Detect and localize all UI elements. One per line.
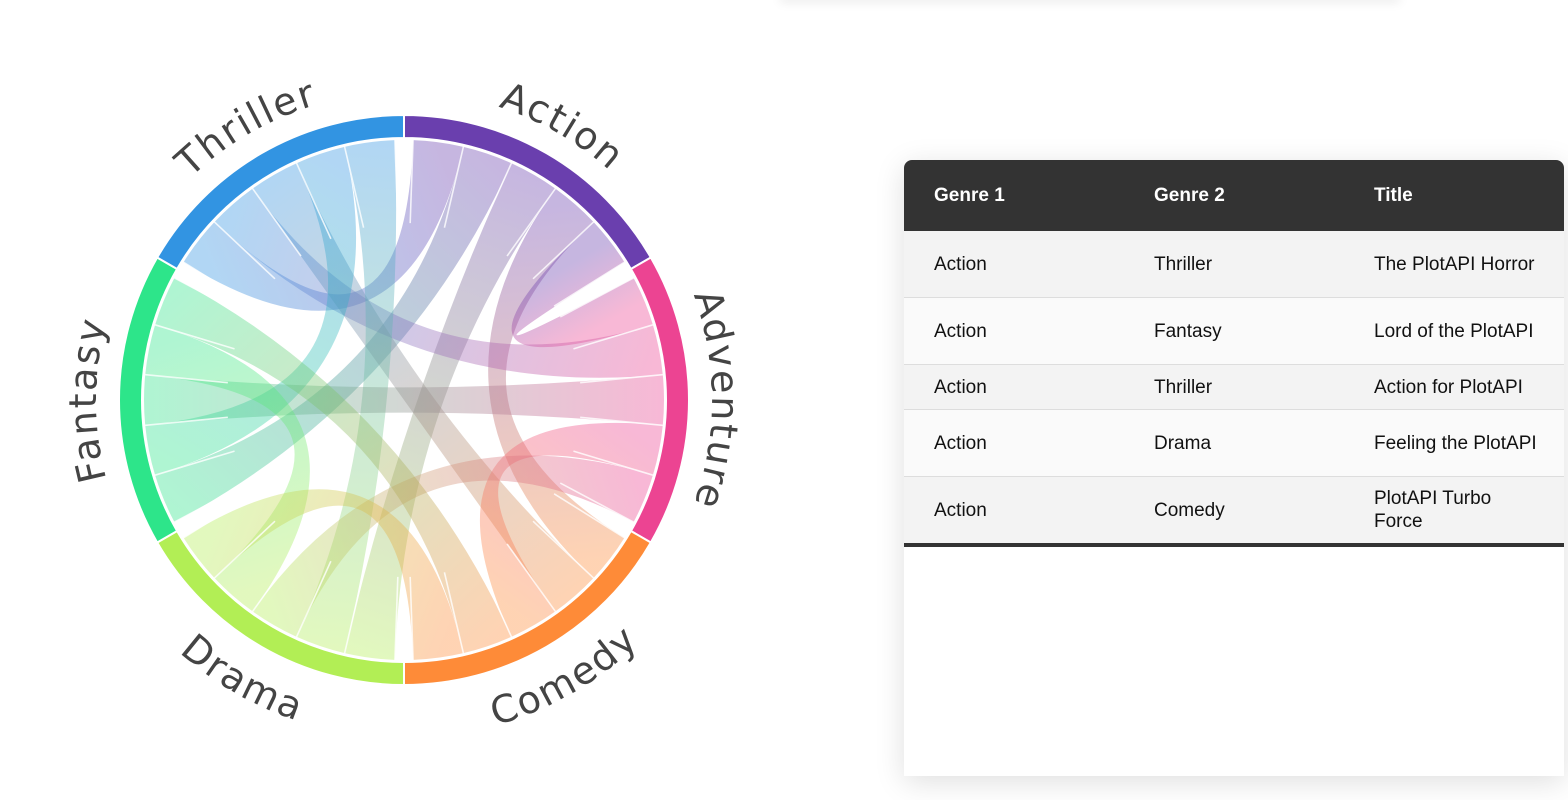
column-header-title[interactable]: Title <box>1344 160 1564 231</box>
ribbon-separator <box>182 493 255 539</box>
chord-ribbon-adventure-comedy[interactable] <box>479 422 663 637</box>
ribbon-separator <box>476 161 513 240</box>
cell-genre-2: Drama <box>1124 409 1344 477</box>
ribbon-separator <box>394 576 399 661</box>
ribbon-separator <box>144 416 228 427</box>
cell-genre-2: Thriller <box>1124 364 1344 410</box>
chord-ribbon-thriller-adventure[interactable] <box>214 188 663 378</box>
cell-genre-1: Action <box>904 231 1124 298</box>
chord-ribbon-adventure-drama[interactable] <box>252 455 653 637</box>
ribbon-separator <box>409 576 414 661</box>
ribbon-separator <box>173 482 249 524</box>
chord-ribbon-fantasy-comedy[interactable] <box>155 277 512 654</box>
cell-genre-2: Comedy <box>1124 476 1344 547</box>
ribbon-separator <box>394 139 399 224</box>
chord-ribbon-action-adventure[interactable] <box>511 222 653 348</box>
ribbon-separator <box>553 493 626 539</box>
ribbon-separator <box>251 543 302 613</box>
ribbon-separator <box>173 276 249 318</box>
table-row: Action Drama Feeling the PlotAPI <box>904 409 1564 477</box>
titles-table-panel: Genre 1 Genre 2 Title Action Thriller Th… <box>904 160 1564 776</box>
cell-genre-1: Action <box>904 409 1124 477</box>
ribbon-separator <box>213 520 276 580</box>
ribbon-separator <box>559 276 635 318</box>
ribbon-separator <box>295 161 332 240</box>
ribbon-separator <box>573 450 655 477</box>
cell-genre-1: Action <box>904 476 1124 547</box>
cell-genre-1: Action <box>904 364 1124 410</box>
ribbon-separator <box>476 560 513 639</box>
cell-title: PlotAPI Turbo Force <box>1344 476 1564 547</box>
cell-title: The PlotAPI Horror <box>1344 231 1564 298</box>
group-label-fantasy: Fantasy <box>61 313 115 487</box>
ribbon-separator <box>182 261 255 307</box>
chord-group-arcs <box>117 113 691 687</box>
ribbon-separator <box>153 450 235 477</box>
ribbon-separator <box>506 543 557 613</box>
ribbon-separator <box>443 145 465 228</box>
group-label-adventure: Adventure <box>685 284 747 516</box>
ribbon-separator <box>573 323 655 350</box>
ribbon-separator <box>251 187 302 257</box>
cell-genre-2: Thriller <box>1124 231 1344 298</box>
table-row: Action Fantasy Lord of the PlotAPI <box>904 297 1564 365</box>
cell-genre-1: Action <box>904 297 1124 365</box>
ribbon-separator <box>532 520 595 580</box>
titles-table: Genre 1 Genre 2 Title Action Thriller Th… <box>904 160 1564 547</box>
table-row: Action Comedy PlotAPI Turbo Force <box>904 476 1564 547</box>
cell-genre-2: Fantasy <box>1124 297 1344 365</box>
group-arc-thriller[interactable] <box>155 113 405 271</box>
cell-title: Feeling the PlotAPI <box>1344 409 1564 477</box>
chord-ribbon-drama-comedy[interactable] <box>183 489 464 660</box>
ribbon-separator <box>580 416 664 427</box>
ribbon-separator <box>295 560 332 639</box>
ribbon-separator <box>506 187 557 257</box>
cell-title: Action for PlotAPI <box>1344 364 1564 410</box>
chord-ribbon-action-fantasy[interactable] <box>155 146 512 523</box>
chord-ribbon-thriller-drama[interactable] <box>296 140 397 654</box>
column-header-genre-2[interactable]: Genre 2 <box>1124 160 1344 231</box>
ribbon-separator <box>532 220 595 280</box>
table-header-row: Genre 1 Genre 2 Title <box>904 160 1564 231</box>
ribbon-separator <box>343 145 365 228</box>
table-row: Action Thriller The PlotAPI Horror <box>904 231 1564 298</box>
column-header-genre-1[interactable]: Genre 1 <box>904 160 1124 231</box>
ribbon-separator <box>580 373 664 384</box>
chord-ribbons <box>143 140 665 660</box>
ribbon-separator <box>409 139 414 224</box>
chord-diagram: ActionAdventureComedyDramaFantasyThrille… <box>61 71 747 735</box>
chord-ribbon-fantasy-drama[interactable] <box>145 324 310 612</box>
ribbon-separator <box>153 323 235 350</box>
ribbon-separator <box>559 482 635 524</box>
ribbon-separator <box>553 261 626 307</box>
ribbon-separator <box>443 572 465 655</box>
ribbon-separator <box>144 373 228 384</box>
chord-separators <box>144 139 664 661</box>
ribbon-separator <box>213 220 276 280</box>
cell-title: Lord of the PlotAPI <box>1344 297 1564 365</box>
ribbon-separator <box>343 572 365 655</box>
table-row: Action Thriller Action for PlotAPI <box>904 364 1564 410</box>
